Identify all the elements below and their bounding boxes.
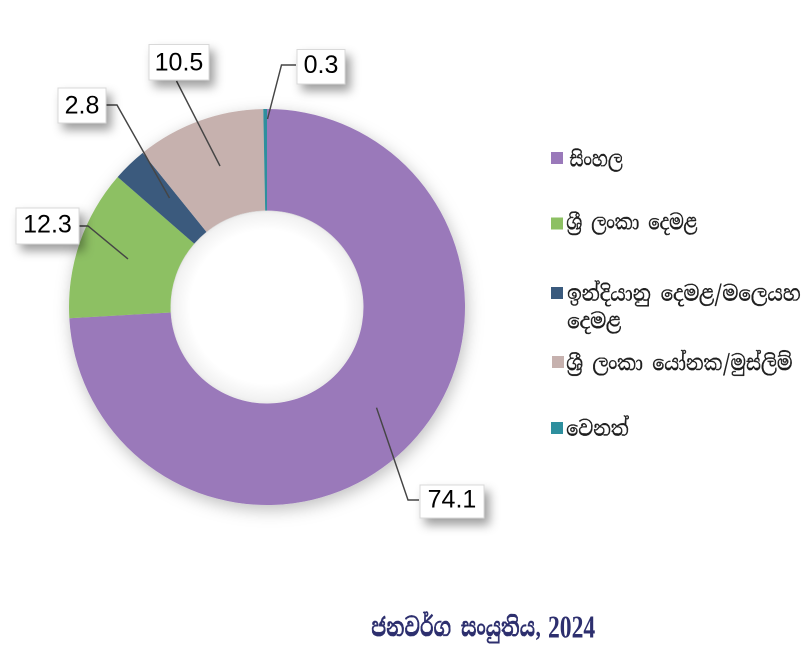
svg-text:12.3: 12.3 (23, 210, 72, 238)
svg-text:74.1: 74.1 (428, 485, 477, 513)
svg-text:2024: 2024 (548, 610, 595, 645)
svg-text:10.5: 10.5 (155, 48, 204, 76)
svg-text:2.8: 2.8 (65, 92, 100, 120)
svg-text:0.3: 0.3 (304, 51, 339, 79)
